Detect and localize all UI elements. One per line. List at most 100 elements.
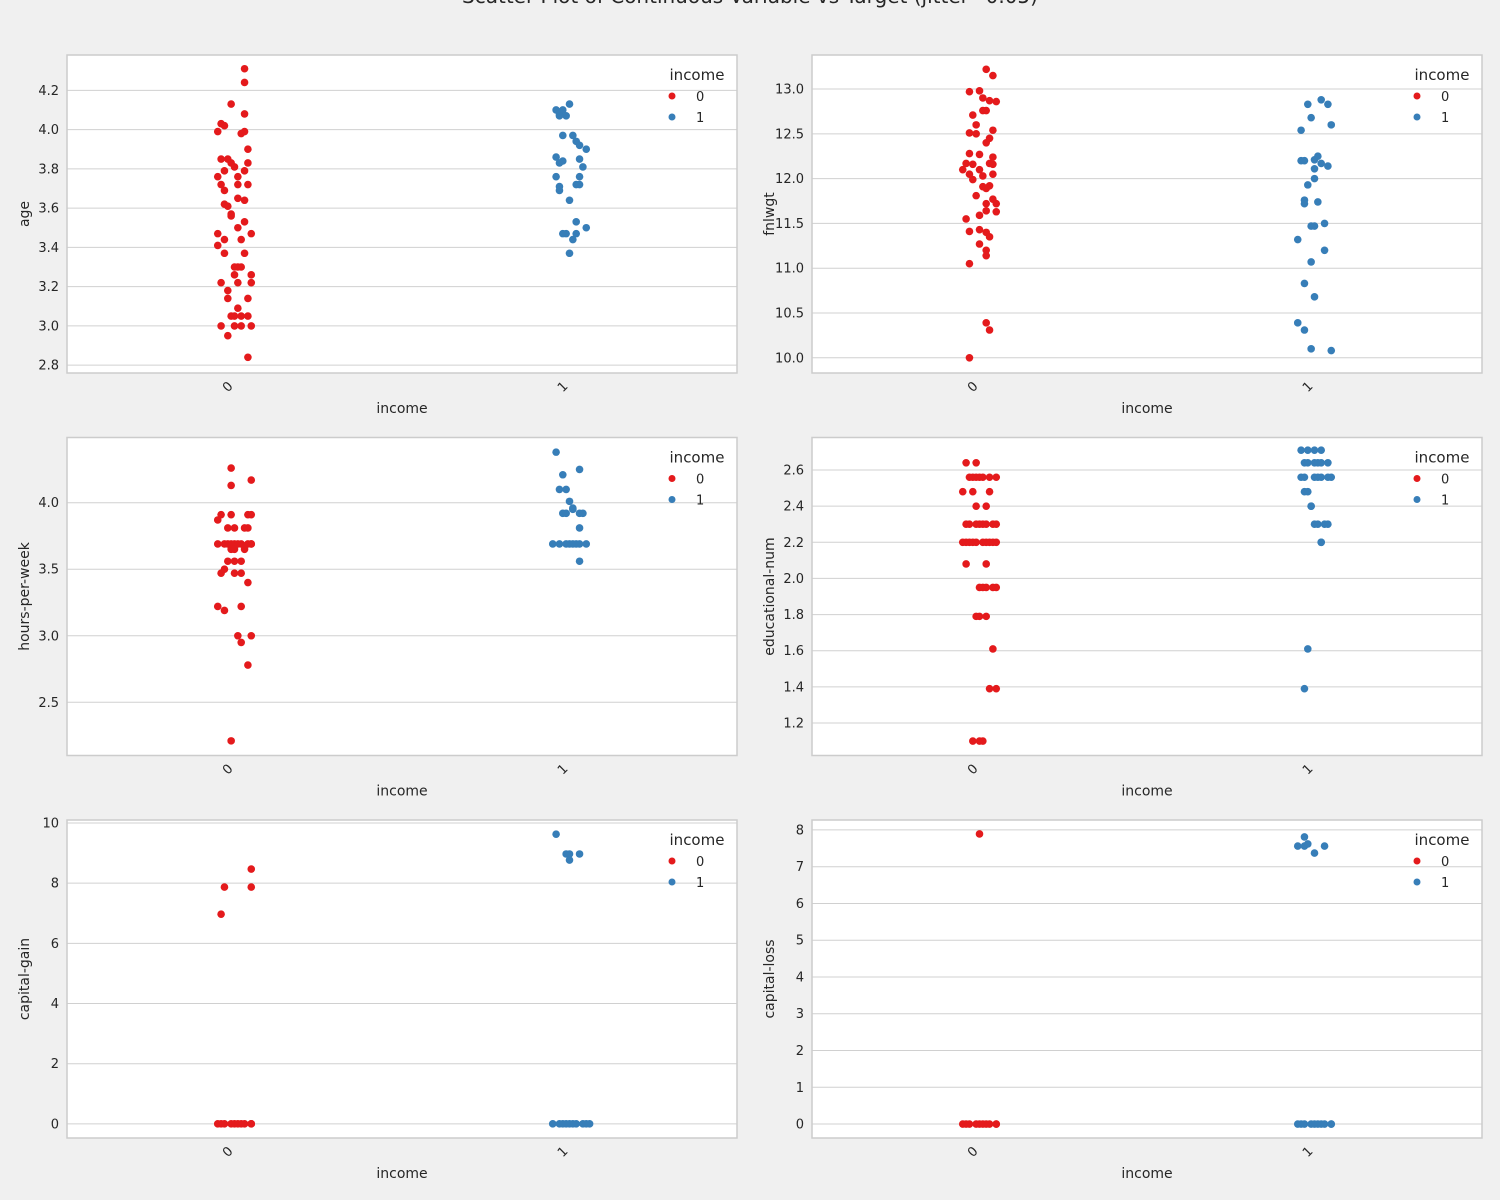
- point: [240, 545, 249, 554]
- legend-title: income: [670, 831, 725, 849]
- legend-label: 0: [696, 90, 704, 105]
- legend-label: 0: [696, 855, 704, 870]
- point: [958, 487, 967, 496]
- point: [565, 100, 574, 108]
- point: [213, 516, 222, 524]
- y-tick-label: 1: [796, 1081, 804, 1096]
- point: [569, 235, 577, 244]
- point: [244, 578, 252, 587]
- point: [240, 218, 249, 226]
- y-tick-label: 11.5: [775, 217, 804, 232]
- point: [1317, 458, 1325, 467]
- point: [234, 278, 242, 287]
- point: [962, 215, 970, 223]
- point: [982, 199, 990, 208]
- point: [237, 263, 245, 271]
- y-tick-label: 1.2: [783, 716, 804, 731]
- point: [548, 540, 557, 548]
- point: [217, 278, 225, 287]
- plot-border: [811, 436, 1483, 757]
- point: [582, 223, 591, 232]
- point: [247, 540, 256, 548]
- point: [982, 502, 990, 510]
- point: [979, 172, 987, 180]
- point: [227, 510, 235, 519]
- y-tick-label: 3.4: [38, 241, 59, 256]
- point: [548, 1120, 557, 1128]
- point: [982, 184, 990, 193]
- point: [1317, 473, 1325, 482]
- point: [227, 481, 235, 490]
- point: [234, 631, 242, 640]
- point: [555, 485, 564, 494]
- point: [237, 602, 245, 611]
- point: [985, 326, 994, 334]
- point: [1307, 258, 1315, 266]
- point: [213, 172, 222, 181]
- point: [213, 229, 222, 238]
- y-tick-label: 3: [796, 1007, 804, 1022]
- point: [240, 1120, 249, 1128]
- point: [962, 560, 970, 568]
- plot-area: [67, 820, 737, 1138]
- point: [992, 520, 1001, 529]
- point: [234, 172, 242, 181]
- point: [230, 569, 239, 578]
- y-axis-label: capital-gain: [17, 938, 33, 1020]
- point: [569, 131, 577, 140]
- legend-marker: [1413, 92, 1421, 100]
- point: [1317, 159, 1325, 168]
- point: [1324, 162, 1332, 170]
- point: [244, 353, 252, 362]
- y-tick-label: 2.0: [783, 572, 804, 587]
- point: [1300, 684, 1309, 693]
- x-axis-label: income: [1121, 401, 1172, 417]
- y-tick-label: 0: [51, 1117, 59, 1132]
- point: [1317, 446, 1325, 454]
- point: [575, 540, 584, 548]
- point: [1314, 198, 1322, 206]
- legend-label: 1: [1441, 494, 1449, 509]
- point: [247, 883, 256, 891]
- point: [982, 246, 990, 255]
- point: [979, 94, 987, 102]
- y-tick-label: 10.0: [775, 351, 804, 366]
- point: [555, 186, 564, 195]
- point: [237, 129, 245, 138]
- point: [579, 163, 587, 171]
- point: [1293, 235, 1302, 244]
- legend-marker: [1413, 878, 1421, 886]
- plot-border: [66, 436, 738, 757]
- point: [240, 196, 249, 205]
- point: [1320, 1120, 1329, 1128]
- y-tick-label: 6: [51, 937, 59, 952]
- point: [575, 524, 584, 532]
- point: [965, 129, 974, 137]
- point: [982, 251, 990, 260]
- figure-title: Scatter Plot of Continuous Variable vs T…: [462, 0, 1038, 8]
- point: [234, 223, 242, 232]
- point: [1300, 1120, 1309, 1128]
- point: [213, 241, 222, 250]
- legend-marker: [668, 857, 676, 865]
- point: [220, 249, 229, 258]
- point: [989, 645, 997, 653]
- point: [240, 167, 249, 175]
- legend-marker: [668, 878, 676, 886]
- point: [979, 737, 987, 745]
- y-tick-label: 3.8: [38, 162, 59, 177]
- y-tick-label: 3.0: [38, 629, 59, 644]
- point: [1307, 345, 1315, 353]
- point: [579, 509, 587, 518]
- point: [1307, 502, 1315, 510]
- plot-border: [811, 819, 1483, 1139]
- legend-label: 1: [1441, 876, 1449, 891]
- point: [220, 606, 229, 615]
- point: [975, 225, 984, 234]
- point: [247, 1120, 256, 1128]
- point: [975, 830, 984, 838]
- y-tick-label: 3.6: [38, 202, 59, 217]
- point: [989, 71, 997, 80]
- point: [572, 218, 580, 226]
- y-axis-label: capital-loss: [762, 939, 778, 1018]
